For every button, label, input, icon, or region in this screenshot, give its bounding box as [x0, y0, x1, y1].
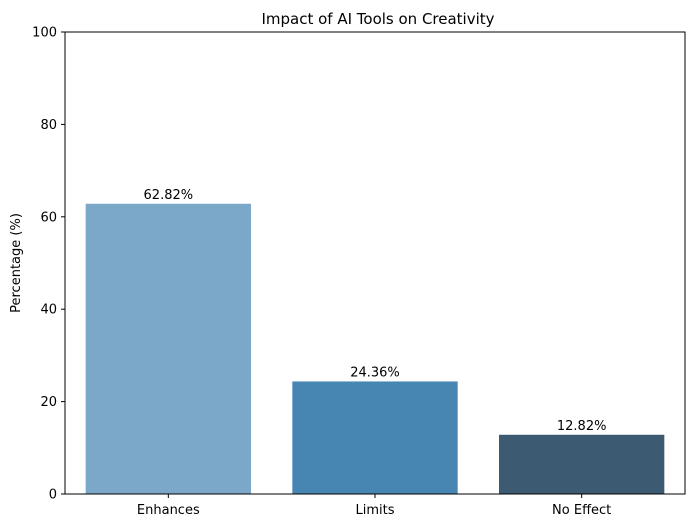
x-tick-label: Limits: [356, 503, 395, 518]
y-tick-label: 40: [40, 303, 57, 318]
bar-value-label: 12.82%: [557, 419, 607, 434]
x-tick-label: No Effect: [552, 503, 611, 518]
y-axis-ticks: 0 20 40 60 80 100: [32, 26, 65, 503]
bars-layer: [85, 203, 665, 494]
chart-title: Impact of AI Tools on Creativity: [261, 10, 494, 28]
value-labels-layer: 62.82% 24.36% 12.82%: [144, 188, 607, 434]
y-tick-label: 60: [40, 210, 57, 225]
plot-area-frame: [64, 31, 686, 495]
y-tick-label: 100: [32, 26, 57, 41]
bar-enhances: [85, 203, 252, 494]
y-axis-label: Percentage (%): [9, 213, 24, 313]
bar-limits: [292, 381, 458, 494]
y-tick-label: 20: [40, 395, 57, 410]
y-tick-label: 80: [40, 118, 57, 133]
x-tick-label: Enhances: [137, 503, 200, 518]
bar-value-label: 24.36%: [350, 365, 400, 380]
bar-value-label: 62.82%: [144, 188, 194, 203]
y-tick-label: 0: [49, 488, 57, 503]
bar-no-effect: [499, 434, 665, 494]
x-axis-ticks: Enhances Limits No Effect: [137, 494, 611, 518]
